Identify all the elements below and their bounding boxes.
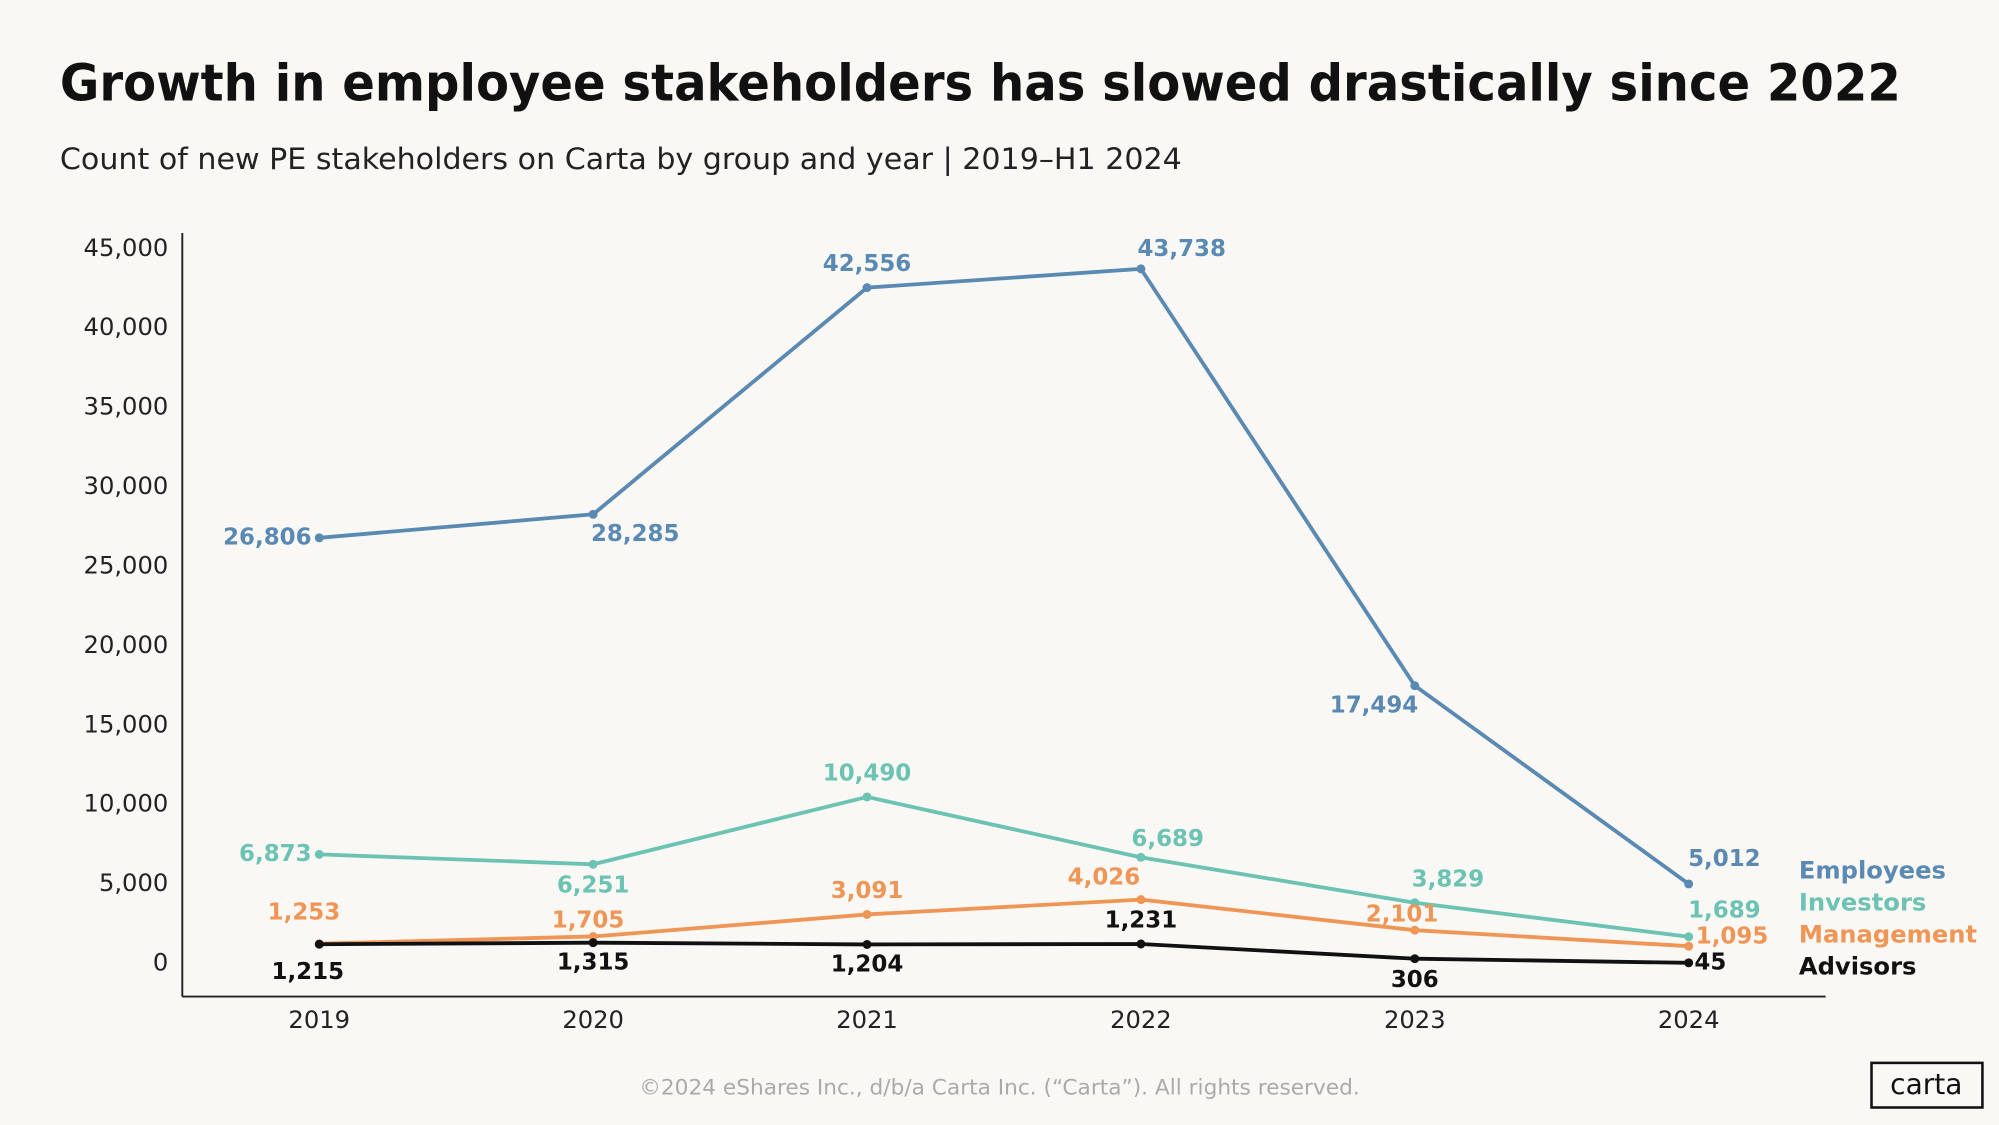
data-label: 42,556 bbox=[823, 251, 912, 277]
data-label: 10,490 bbox=[823, 760, 912, 786]
data-label: 1,215 bbox=[271, 959, 344, 985]
point bbox=[862, 792, 872, 802]
y-tick-label: 30,000 bbox=[84, 472, 169, 500]
data-label: 3,091 bbox=[831, 878, 904, 904]
y-tick-label: 0 bbox=[153, 949, 168, 977]
line bbox=[319, 940, 1689, 965]
x-tick-label: 2024 bbox=[1658, 1006, 1720, 1034]
point bbox=[588, 859, 598, 869]
line bbox=[319, 794, 1689, 939]
data-label: 6,251 bbox=[557, 872, 630, 898]
chart-subtitle: Count of new PE stakeholders on Carta by… bbox=[60, 142, 1182, 177]
data-label: 1,231 bbox=[1105, 908, 1178, 934]
point bbox=[1136, 852, 1146, 862]
legend-entry: Management bbox=[1799, 920, 1978, 948]
y-tick-label: 10,000 bbox=[84, 790, 169, 818]
x-tick-label: 2019 bbox=[288, 1006, 350, 1034]
y-tick-label: 45,000 bbox=[84, 234, 169, 262]
point bbox=[314, 849, 324, 859]
point bbox=[1684, 958, 1694, 968]
y-tick-label: 25,000 bbox=[84, 551, 169, 579]
data-label: 26,806 bbox=[223, 524, 312, 550]
logo: carta bbox=[1890, 1068, 1962, 1101]
data-label: 2,101 bbox=[1366, 901, 1439, 927]
data-label: 28,285 bbox=[591, 521, 680, 547]
data-label: 1,095 bbox=[1696, 924, 1769, 950]
data-label: 1,204 bbox=[831, 951, 904, 977]
point bbox=[1410, 681, 1420, 691]
x-tick-label: 2021 bbox=[836, 1006, 898, 1034]
data-label: 306 bbox=[1391, 967, 1439, 993]
y-tick-label: 40,000 bbox=[84, 313, 169, 341]
point bbox=[862, 939, 872, 949]
data-label: 43,738 bbox=[1137, 236, 1226, 262]
x-tick-label: 2022 bbox=[1110, 1006, 1172, 1034]
line bbox=[319, 266, 1690, 886]
point bbox=[588, 509, 598, 519]
data-label: 17,494 bbox=[1330, 693, 1419, 719]
point bbox=[588, 938, 598, 948]
point bbox=[314, 533, 324, 543]
data-label: 1,253 bbox=[268, 900, 341, 926]
point bbox=[1410, 898, 1420, 908]
point bbox=[1136, 939, 1146, 949]
point bbox=[1684, 932, 1694, 942]
line bbox=[319, 897, 1689, 949]
legend-entry: Employees bbox=[1799, 857, 1946, 885]
footer: ©2024 eShares Inc., d/b/a Carta Inc. (“C… bbox=[639, 1075, 1359, 1100]
point bbox=[314, 939, 324, 949]
legend-entry: Advisors bbox=[1799, 952, 1917, 980]
data-label: 1,315 bbox=[557, 950, 630, 976]
y-tick-label: 20,000 bbox=[84, 631, 169, 659]
data-label: 6,689 bbox=[1131, 826, 1204, 852]
chart-title: Growth in employee stakeholders has slow… bbox=[60, 54, 1901, 113]
logo-box bbox=[1870, 1061, 1984, 1109]
point bbox=[1136, 895, 1146, 905]
data-label: 5,012 bbox=[1688, 846, 1761, 872]
data-label: 4,026 bbox=[1068, 864, 1141, 890]
point bbox=[862, 909, 872, 919]
x-tick-label: 2023 bbox=[1384, 1006, 1446, 1034]
point bbox=[588, 932, 598, 941]
point bbox=[1410, 954, 1420, 964]
data-label: 6,873 bbox=[239, 841, 312, 867]
data-label: 3,829 bbox=[1412, 866, 1485, 892]
data-label: 45 bbox=[1694, 949, 1726, 975]
data-label: 1,705 bbox=[552, 908, 625, 934]
x-tick-label: 2020 bbox=[562, 1006, 624, 1034]
point bbox=[1410, 925, 1420, 935]
point bbox=[862, 283, 872, 293]
y-tick-label: 15,000 bbox=[84, 710, 169, 738]
data-label: 1,689 bbox=[1688, 898, 1761, 924]
y-tick-label: 5,000 bbox=[99, 869, 168, 897]
legend-entry: Investors bbox=[1799, 889, 1926, 917]
point bbox=[1684, 879, 1694, 889]
y-tick-label: 35,000 bbox=[84, 393, 169, 421]
point bbox=[1684, 941, 1694, 951]
point bbox=[1136, 264, 1146, 274]
